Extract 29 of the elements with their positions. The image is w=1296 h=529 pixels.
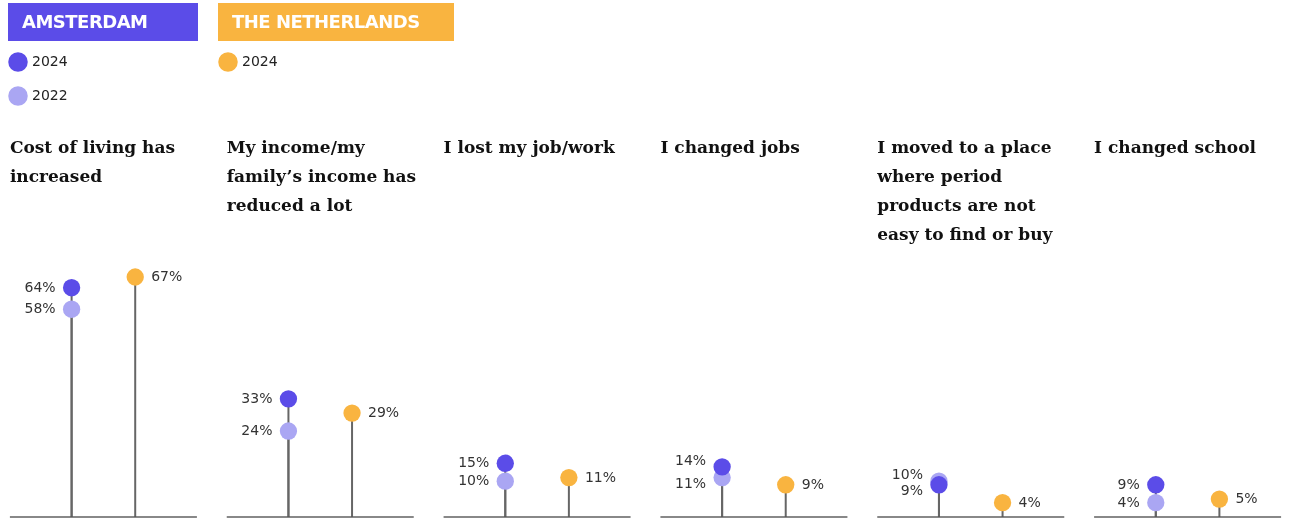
text: AMSTERDAM (8, 3, 198, 41)
data-label: 9% (801, 475, 824, 492)
x-tick-label: I moved to a place where period products are not easy to find or buy (876, 136, 1054, 244)
data-label: 9% (1117, 475, 1140, 492)
data-label: 58% (24, 300, 56, 317)
data-label: 10% (891, 466, 923, 483)
x-tick-label: I lost my job/work (443, 136, 616, 157)
x-tick-label: I changed jobs (660, 136, 800, 157)
x-tick-label: I changed school (1094, 136, 1257, 157)
x-tick-label: My income/my family’s income has reduced a lot (226, 136, 417, 215)
legend-label: 2024 (32, 53, 68, 69)
text: THE NETHERLANDS (218, 3, 454, 41)
data-label: 33% (241, 389, 273, 406)
data-label: 9% (900, 481, 923, 498)
data-label: 4% (1117, 493, 1140, 510)
data-label: 67% (151, 268, 183, 284)
data-label: 10% (458, 472, 490, 489)
data-label: 11% (584, 468, 617, 485)
data-label: 24% (241, 422, 273, 439)
data-label: 14% (674, 451, 707, 468)
data-label: 11% (674, 474, 707, 491)
x-tick-label: Cost of living has increased (9, 136, 176, 186)
data-label: 4% (1018, 493, 1041, 510)
data-label: 64% (24, 278, 56, 295)
data-label: 5% (1235, 490, 1258, 507)
legend-label: 2022 (32, 87, 68, 103)
legend-label: 2024 (242, 53, 278, 69)
data-label: 15% (458, 454, 490, 471)
data-label: 29% (368, 404, 400, 421)
